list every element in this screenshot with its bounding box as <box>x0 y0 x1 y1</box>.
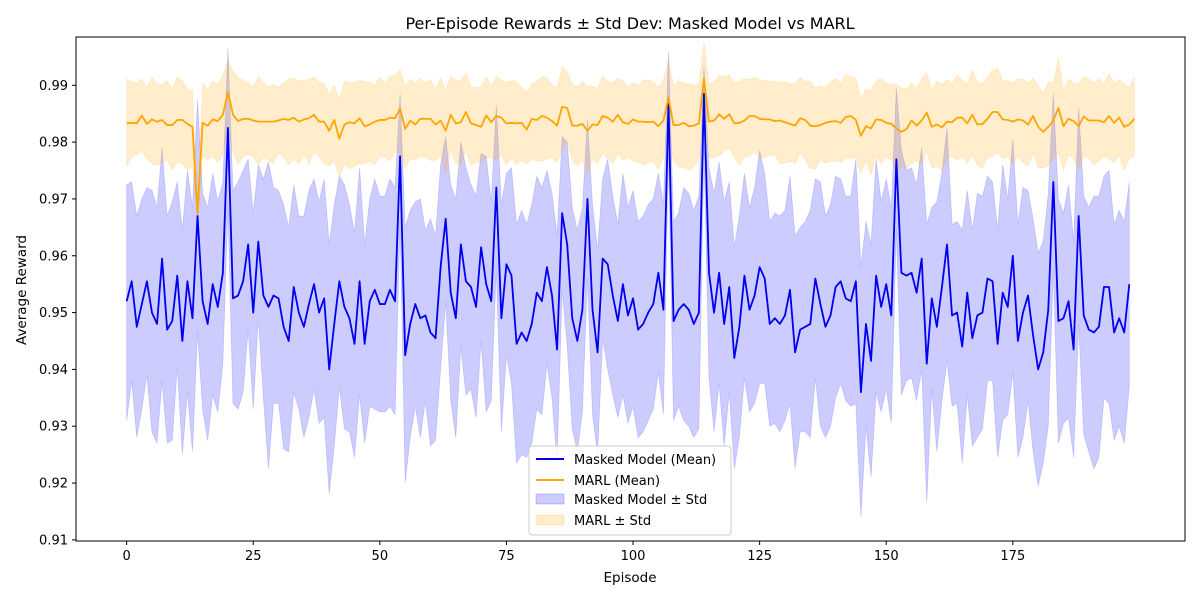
legend-label-marl-mean: MARL (Mean) <box>574 474 660 489</box>
masked-std-band <box>126 48 1130 518</box>
legend-swatch-masked-std <box>535 493 565 505</box>
y-tick-label: 0.93 <box>39 420 68 435</box>
y-tick-label: 0.98 <box>39 136 68 151</box>
x-tick-label: 25 <box>245 549 262 564</box>
x-axis-label: Episode <box>603 570 656 586</box>
x-tick-label: 150 <box>874 549 899 564</box>
y-axis: 0.91 0.92 0.93 0.94 0.95 0.96 0.97 0.98 0.99 <box>39 79 76 548</box>
x-tick-label: 175 <box>1000 549 1025 564</box>
plot-area <box>125 41 1136 518</box>
y-tick-label: 0.96 <box>39 249 68 264</box>
marl-mean-line <box>126 77 1136 215</box>
chart-title: Per-Episode Rewards ± Std Dev: Masked Mo… <box>405 14 854 33</box>
y-tick-label: 0.94 <box>39 363 68 378</box>
x-tick-label: 125 <box>747 549 772 564</box>
legend-label-masked-std: Masked Model ± Std <box>574 493 707 508</box>
x-tick-label: 50 <box>372 549 389 564</box>
x-tick-label: 75 <box>498 549 515 564</box>
axes-frame <box>75 36 1186 542</box>
legend-swatch-marl-std <box>535 514 565 526</box>
y-tick-label: 0.92 <box>39 477 68 492</box>
y-tick-label: 0.95 <box>39 306 68 321</box>
y-tick-label: 0.97 <box>39 192 68 207</box>
masked-mean-line <box>125 92 1131 394</box>
legend-box <box>528 445 732 536</box>
legend: Masked Model (Mean) MARL (Mean) Masked M… <box>528 445 732 536</box>
x-tick-label: 0 <box>122 549 130 564</box>
marl-std-band <box>126 41 1135 222</box>
x-tick-label: 100 <box>621 549 646 564</box>
legend-label-marl-std: MARL ± Std <box>574 514 651 529</box>
x-axis: 0 25 50 75 100 125 150 175 <box>122 541 1025 564</box>
y-tick-label: 0.91 <box>39 533 68 548</box>
y-axis-label: Average Reward <box>14 235 30 345</box>
legend-label-masked-mean: Masked Model (Mean) <box>574 453 716 468</box>
y-tick-label: 0.99 <box>39 79 68 94</box>
